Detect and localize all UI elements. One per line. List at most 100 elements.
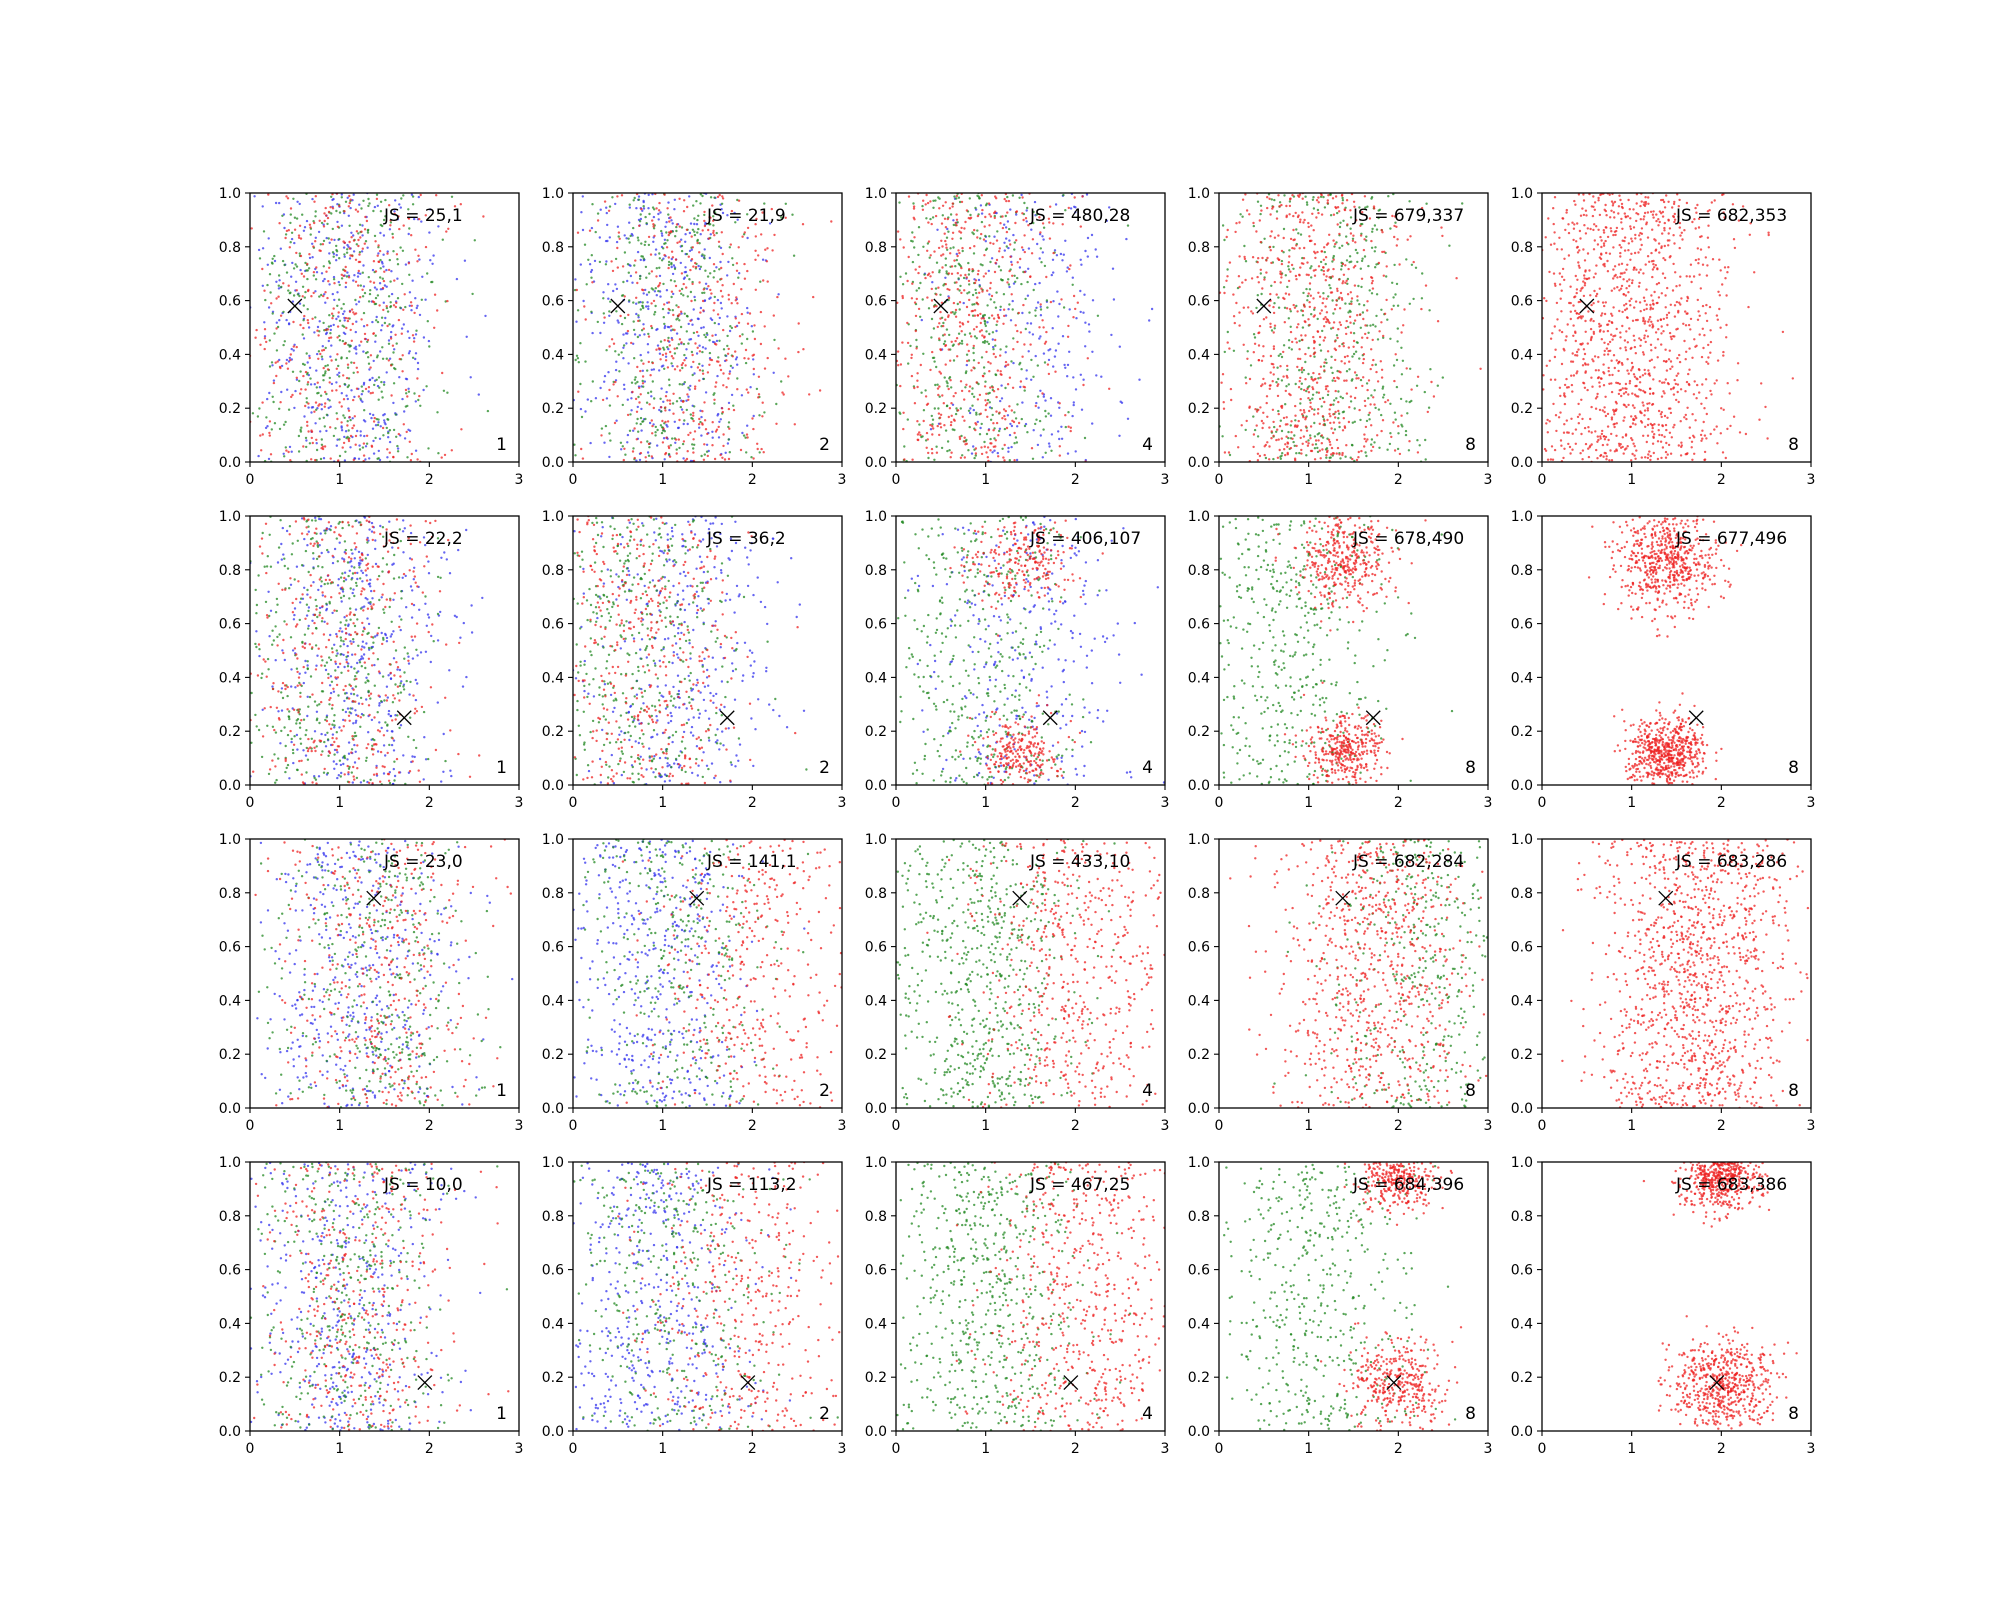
scatter-point xyxy=(306,424,309,427)
scatter-points xyxy=(250,193,490,462)
scatter-point xyxy=(1057,342,1060,345)
scatter-point xyxy=(650,302,653,305)
scatter-point xyxy=(1069,429,1072,433)
scatter-point xyxy=(1381,231,1384,234)
scatter-point xyxy=(1313,413,1316,416)
scatter-point xyxy=(1367,397,1370,400)
scatter-point xyxy=(1299,218,1302,221)
scatter-point xyxy=(1020,193,1023,197)
scatter-point xyxy=(336,438,339,441)
scatter-point xyxy=(941,266,944,269)
scatter-point xyxy=(1008,269,1011,273)
scatter-point xyxy=(687,386,690,389)
scatter-point xyxy=(946,227,949,231)
scatter-point xyxy=(702,458,706,461)
scatter-point xyxy=(768,222,772,225)
scatter-point xyxy=(334,358,338,361)
scatter-point xyxy=(685,408,688,412)
scatter-point xyxy=(1294,419,1297,422)
scatter-point xyxy=(1223,350,1227,354)
scatter-point xyxy=(660,431,664,435)
scatter-point xyxy=(675,304,678,307)
scatter-point xyxy=(780,380,783,383)
scatter-point xyxy=(1287,293,1291,296)
scatter-point xyxy=(1299,436,1302,440)
scatter-point xyxy=(1336,376,1339,379)
scatter-point xyxy=(368,412,372,416)
scatter-point xyxy=(1272,457,1275,461)
scatter-point xyxy=(346,363,350,366)
scatter-point xyxy=(612,383,615,386)
scatter-point xyxy=(381,357,385,360)
scatter-point xyxy=(924,276,927,280)
scatter-point xyxy=(296,293,300,296)
scatter-point xyxy=(577,361,580,364)
scatter-point xyxy=(674,284,678,288)
scatter-point xyxy=(390,394,393,397)
scatter-point xyxy=(372,281,376,284)
scatter-point xyxy=(655,294,658,297)
scatter-point xyxy=(690,248,693,251)
scatter-point xyxy=(989,362,992,365)
scatter-point xyxy=(910,353,913,356)
scatter-point xyxy=(1393,449,1397,452)
scatter-point xyxy=(1071,414,1074,418)
scatter-point xyxy=(1349,216,1353,219)
scatter-point xyxy=(614,380,617,384)
scatter-point xyxy=(759,310,763,314)
scatter-point xyxy=(926,249,929,252)
scatter-point xyxy=(1002,322,1005,325)
scatter-point xyxy=(1047,412,1050,415)
scatter-point xyxy=(995,291,998,294)
scatter-point xyxy=(1331,260,1334,263)
scatter-point xyxy=(1277,306,1281,309)
scatter-point xyxy=(251,412,255,415)
scatter-point xyxy=(689,290,693,294)
scatter-point xyxy=(628,241,631,244)
scatter-point xyxy=(413,392,416,395)
scatter-point xyxy=(346,397,349,401)
scatter-point xyxy=(290,231,294,234)
scatter-point xyxy=(1361,361,1365,365)
scatter-point xyxy=(277,274,281,277)
scatter-point xyxy=(1342,219,1345,222)
scatter-point xyxy=(633,196,636,200)
scatter-point xyxy=(949,252,952,255)
scatter-point xyxy=(781,391,784,394)
scatter-point xyxy=(665,221,668,224)
scatter-point xyxy=(1601,429,1604,433)
scatter-point xyxy=(1289,310,1293,313)
scatter-point xyxy=(1294,337,1297,340)
y-tick-label: 0.4 xyxy=(542,347,564,363)
scatter-point xyxy=(994,210,997,213)
scatter-point xyxy=(992,345,995,349)
scatter-point xyxy=(672,412,675,415)
scatter-point xyxy=(704,428,708,431)
scatter-point xyxy=(916,372,919,375)
scatter-point xyxy=(617,231,621,234)
scatter-point xyxy=(299,323,302,327)
scatter-point xyxy=(335,381,338,384)
scatter-point xyxy=(1707,362,1710,365)
scatter-point xyxy=(989,287,992,290)
scatter-point xyxy=(737,276,740,279)
scatter-point xyxy=(345,275,349,278)
scatter-point xyxy=(943,424,946,427)
scatter-point xyxy=(350,339,353,342)
scatter-point xyxy=(637,430,640,433)
scatter-point xyxy=(1241,281,1244,284)
scatter-point xyxy=(1341,196,1344,200)
scatter-point xyxy=(977,361,980,365)
scatter-point xyxy=(279,366,282,370)
scatter-point xyxy=(773,233,776,237)
scatter-point xyxy=(1575,350,1579,354)
scatter-point xyxy=(298,294,301,298)
scatter-point xyxy=(963,398,966,401)
scatter-point xyxy=(925,193,928,197)
scatter-point xyxy=(703,453,706,456)
scatter-point xyxy=(666,425,669,428)
scatter-point xyxy=(634,271,638,274)
scatter-point xyxy=(967,409,971,412)
scatter-point xyxy=(354,443,357,446)
scatter-point xyxy=(1300,368,1303,371)
